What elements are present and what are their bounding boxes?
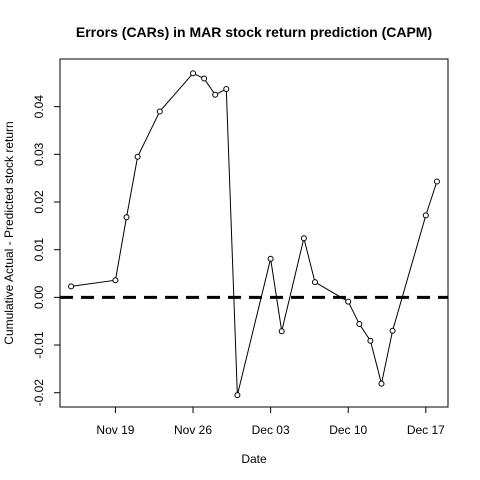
data-point [367,337,374,344]
data-point [267,255,274,262]
plot-area [60,70,448,399]
y-axis: -0.02 -0.01 0.00 0.01 0.02 0.03 0.04 [32,95,60,407]
data-point [422,212,429,219]
data-point [201,75,208,82]
y-tick-label: 0.03 [32,142,46,166]
x-tick-label: Dec 03 [252,423,290,437]
y-tick-label: 0.01 [32,238,46,262]
data-point [134,153,141,160]
x-axis-label: Date [241,452,267,466]
x-tick-label: Dec 10 [329,423,367,437]
data-point [190,70,197,77]
data-point [378,380,385,387]
data-point [234,392,241,399]
y-tick-label: 0.00 [32,285,46,309]
y-axis-label: Cumulative Actual - Predicted stock retu… [2,121,16,344]
data-point [300,235,307,242]
data-point [356,321,363,328]
data-point [389,327,396,334]
plot-frame [59,58,449,408]
series-line [71,72,438,396]
y-tick-label: -0.02 [32,379,46,407]
x-tick-label: Nov 19 [96,423,134,437]
data-point [433,178,440,185]
data-point [123,214,130,221]
data-point [223,86,230,93]
x-tick-label: Dec 17 [407,423,445,437]
data-point [311,279,318,286]
x-tick-label: Nov 26 [174,423,212,437]
data-point [112,277,119,284]
data-point [278,328,285,335]
data-point [156,108,163,115]
data-point [212,91,219,98]
data-point [68,283,75,290]
chart-title: Errors (CARs) in MAR stock return predic… [76,24,432,40]
data-point [345,298,352,305]
y-tick-label: -0.01 [32,331,46,359]
y-tick-label: 0.02 [32,190,46,214]
x-axis: Nov 19 Nov 26 Dec 03 Dec 10 Dec 17 [96,407,445,437]
y-tick-label: 0.04 [32,95,46,119]
